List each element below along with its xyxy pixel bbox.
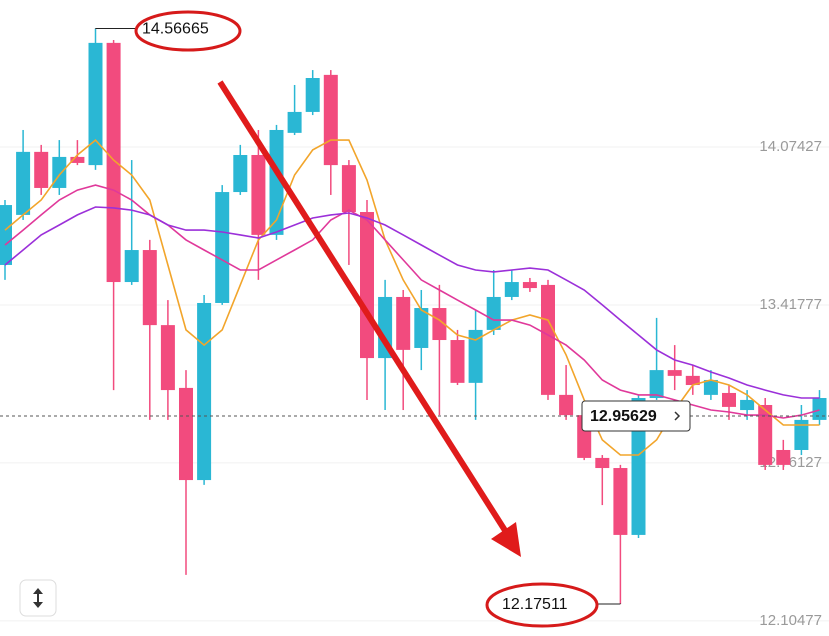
trend-arrowhead — [491, 522, 521, 557]
candle-body — [269, 129, 284, 235]
candle-body — [16, 151, 31, 215]
candle-body — [396, 296, 411, 350]
y-tick-label: 13.41777 — [759, 296, 822, 313]
candle-body — [468, 329, 483, 383]
candle-body — [794, 419, 809, 450]
candle-body — [450, 340, 465, 383]
candle-body — [414, 308, 429, 348]
y-tick-label: 14.07427 — [759, 138, 822, 155]
candle-body — [722, 392, 736, 407]
moving-average-line — [4, 138, 820, 456]
candle-body — [631, 398, 646, 535]
candle-body — [179, 387, 193, 481]
max-label: 14.56665 — [142, 21, 209, 38]
highlight-circle — [134, 10, 242, 52]
trend-arrow — [217, 80, 509, 534]
candle-body — [124, 250, 139, 283]
candle-body — [287, 111, 302, 133]
candle-body — [758, 404, 773, 465]
candle-body — [341, 165, 356, 213]
y-axis: 14.07427 13.41777 12.76127 12.10477 — [759, 138, 822, 629]
last-price-label: 12.95629 — [590, 408, 657, 425]
candle-body — [649, 370, 664, 399]
candle-body — [613, 468, 628, 535]
candle-body — [106, 42, 121, 283]
candle-body — [52, 156, 67, 188]
moving-average-line — [4, 206, 820, 399]
candle-body — [703, 379, 718, 395]
candle-body — [34, 151, 49, 188]
candle-body — [667, 370, 682, 376]
candle-body — [360, 212, 374, 359]
overlay: 12.95629 14.56665 12.17511 — [0, 10, 829, 628]
candle-body — [0, 205, 12, 265]
candle-body — [504, 282, 519, 297]
moving-averages — [4, 138, 820, 456]
grid — [0, 146, 829, 622]
candle-body — [685, 375, 700, 386]
candle-body — [522, 282, 537, 289]
y-tick-label: 12.76127 — [759, 454, 822, 471]
candle-body — [559, 394, 574, 416]
candle-body — [197, 302, 212, 481]
candle-body — [541, 284, 555, 395]
scale-icon — [33, 588, 43, 608]
candle-body — [776, 449, 791, 465]
candle-body — [323, 74, 338, 166]
candle-body — [142, 250, 157, 326]
y-tick-label: 12.10477 — [759, 612, 822, 629]
candle-body — [70, 156, 85, 163]
min-label: 12.17511 — [502, 596, 568, 613]
candle-body — [160, 325, 175, 391]
last-price-box[interactable] — [581, 400, 691, 432]
candle-body — [305, 78, 320, 112]
candle-body — [233, 154, 248, 193]
candle-body — [432, 308, 447, 341]
candles — [0, 28, 827, 604]
candle-body — [740, 399, 755, 411]
candle-body — [486, 296, 501, 330]
candle-body — [595, 457, 610, 469]
candle-body — [88, 42, 103, 166]
candle-body — [812, 398, 827, 420]
chevron-icon — [674, 411, 681, 421]
highlight-circle — [485, 582, 599, 628]
candle-body — [251, 154, 266, 235]
candle-body — [215, 192, 230, 303]
